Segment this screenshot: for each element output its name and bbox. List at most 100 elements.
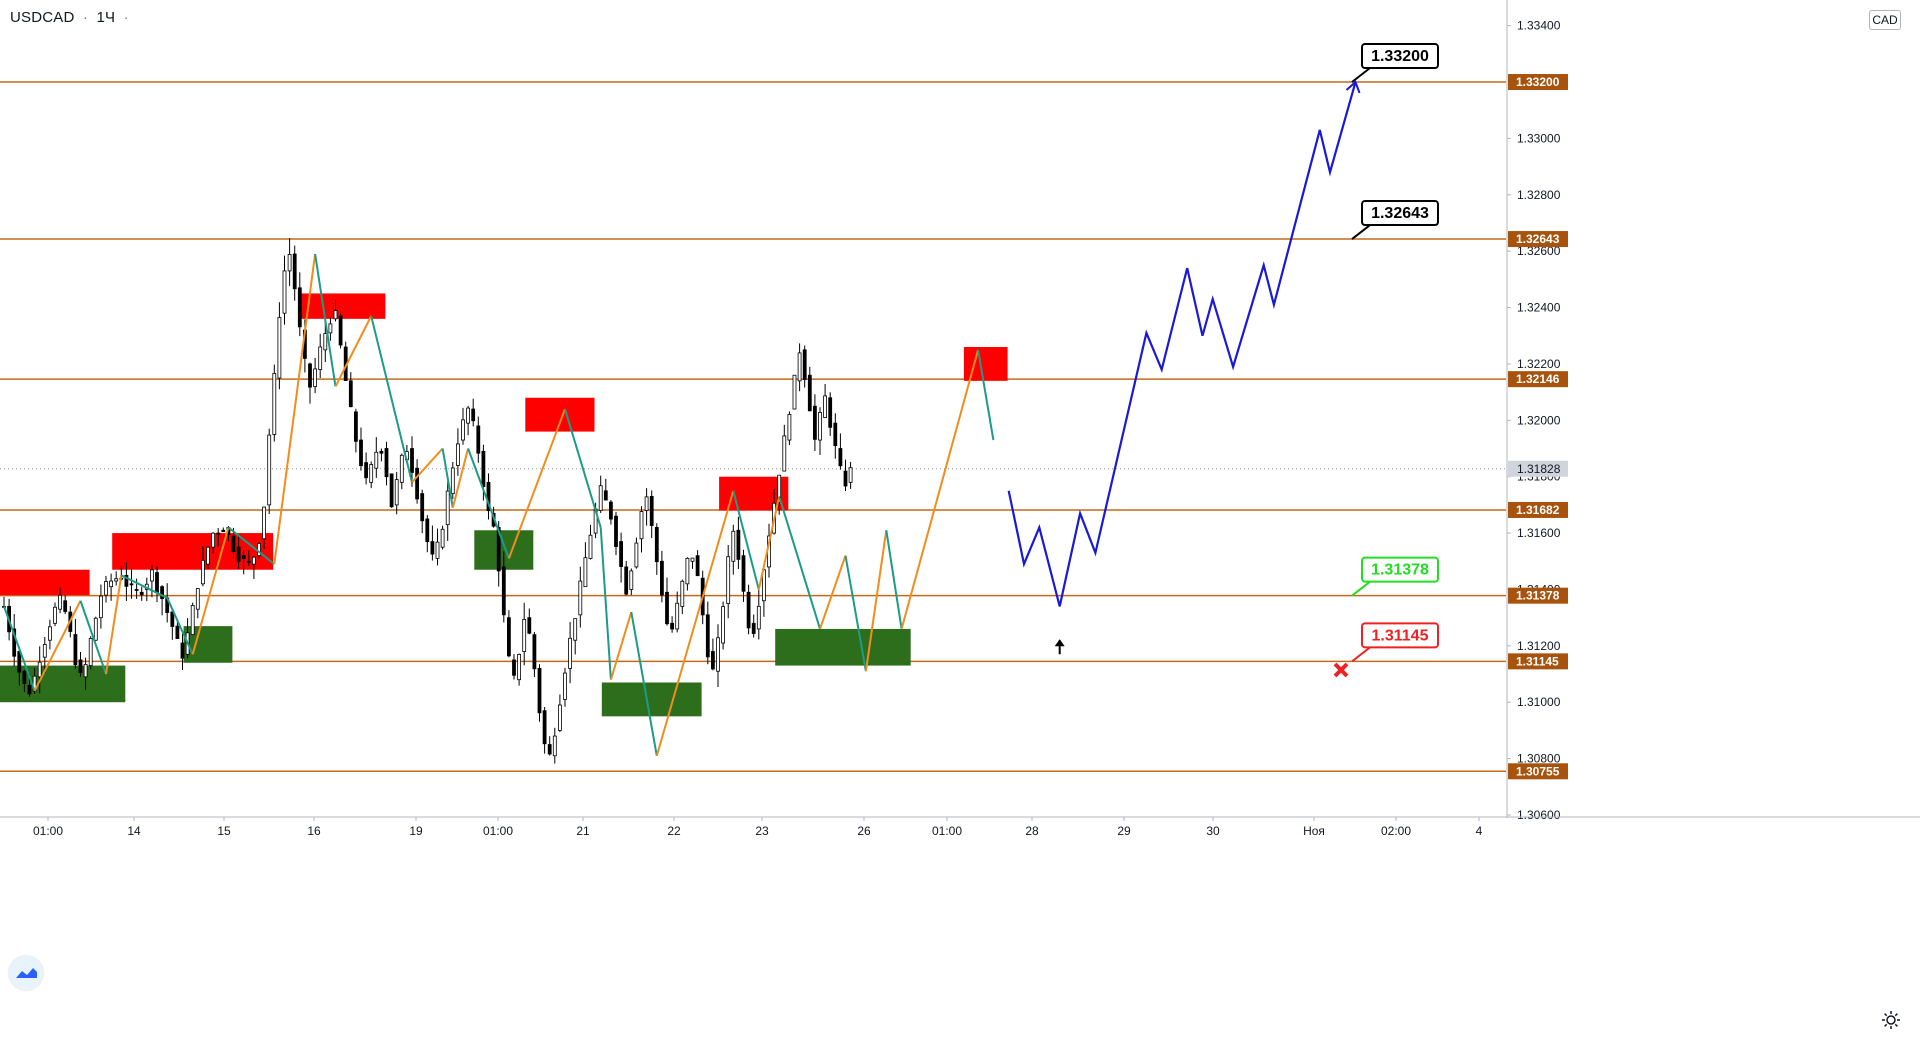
- supply-demand-zones: [0, 293, 1008, 717]
- candle: [93, 616, 98, 642]
- callout-pointer: [1351, 224, 1371, 240]
- candle-body: [272, 373, 277, 435]
- level-badge: 1.33200: [1508, 74, 1568, 91]
- candle: [262, 506, 267, 549]
- x-stroke-2: [1333, 662, 1349, 678]
- candle-body: [53, 606, 57, 624]
- level-badge: 1.30755: [1508, 763, 1568, 780]
- zigzag-indicator: [3, 253, 995, 757]
- candle-body: [277, 317, 282, 379]
- candle-body: [695, 555, 700, 577]
- candle: [517, 653, 521, 686]
- candle-body: [251, 556, 256, 565]
- time-axis[interactable]: 01:00 14 15 16 19 01:00 21 22 23 26 01:00 28 29 30 Ноя…: [0, 816, 1920, 838]
- forecast-line: [1007, 81, 1357, 607]
- candle-body: [838, 448, 843, 467]
- candle-body: [328, 323, 333, 334]
- tradingview-logo-icon[interactable]: [9, 956, 43, 990]
- candle-body: [675, 602, 680, 630]
- candle: [109, 573, 113, 601]
- candle-body: [527, 617, 532, 634]
- price-axis[interactable]: 1.33400 1.33000 1.32800 1.32600 1.32400 1.322…: [1506, 0, 1577, 1042]
- candle-body: [603, 490, 608, 501]
- candle: [129, 568, 134, 599]
- candle: [246, 550, 251, 567]
- price-tick-label: 1.31000: [1517, 695, 1561, 709]
- candle-body: [471, 408, 476, 422]
- callout-label: 1.31145: [1372, 627, 1429, 644]
- candle-body: [246, 560, 251, 563]
- candle: [741, 549, 746, 602]
- price-tick-label: 1.33000: [1517, 131, 1561, 145]
- candle-body: [374, 451, 379, 469]
- candle-body: [114, 578, 119, 582]
- candle: [343, 341, 348, 381]
- candle-body: [450, 467, 455, 495]
- candle: [236, 534, 241, 569]
- level-badge-bg: [1508, 371, 1568, 388]
- level-badge-bg: [1508, 653, 1568, 670]
- callout-pointer: [1351, 646, 1371, 663]
- candle: [435, 528, 440, 566]
- candle: [211, 532, 216, 554]
- candle: [78, 651, 83, 677]
- candle-body: [476, 425, 481, 454]
- candle-body: [73, 634, 78, 666]
- candle-body: [200, 559, 205, 585]
- candle: [476, 416, 481, 463]
- zigzag-segment: [314, 253, 337, 387]
- candle-body: [578, 580, 583, 616]
- zigzag-segment: [451, 448, 470, 508]
- candle: [277, 302, 282, 390]
- candle-body: [58, 594, 62, 610]
- candle-body: [83, 664, 88, 678]
- candle-body: [348, 380, 353, 408]
- supply-zone: [112, 533, 274, 570]
- symbol-name[interactable]: USDCAD: [10, 9, 75, 26]
- symbol-header[interactable]: USDCAD · 1Ч ·: [10, 9, 133, 26]
- candle: [139, 586, 144, 601]
- candle: [88, 636, 93, 670]
- candle-body: [389, 473, 394, 508]
- candle-body: [833, 422, 838, 446]
- candle-body: [619, 541, 623, 567]
- candle-body: [670, 622, 674, 630]
- candle: [777, 474, 782, 515]
- candle-body: [149, 569, 154, 582]
- zigzag-segment: [441, 448, 454, 508]
- candle: [532, 631, 537, 677]
- candle: [114, 571, 119, 586]
- candle: [501, 551, 506, 623]
- price-tick-label: 1.32800: [1517, 188, 1561, 202]
- candle-body: [573, 618, 578, 641]
- candle: [420, 489, 425, 534]
- price-callout: 1.31145: [1351, 622, 1439, 663]
- demand-zone: [775, 628, 911, 666]
- level-badge-label: 1.32643: [1516, 232, 1560, 246]
- level-lines: [0, 81, 1506, 773]
- price-tick-label: 1.32600: [1517, 244, 1561, 258]
- candle-body: [338, 315, 343, 346]
- candle: [313, 357, 318, 394]
- candle-body: [435, 541, 440, 559]
- candle: [568, 622, 572, 684]
- candle: [359, 427, 363, 471]
- gear-icon[interactable]: [1881, 1010, 1901, 1030]
- candle: [654, 523, 659, 575]
- zigzag-segment: [411, 447, 444, 484]
- currency-label[interactable]: CAD: [1869, 10, 1901, 30]
- zigzag-segment: [977, 349, 995, 441]
- candle-body: [399, 454, 404, 483]
- interval-label[interactable]: 1Ч: [96, 9, 116, 26]
- zigzag-segment: [227, 526, 275, 565]
- candle: [160, 585, 165, 616]
- candle: [512, 654, 516, 680]
- candle-body: [517, 653, 521, 681]
- candle: [848, 461, 853, 489]
- candle-body: [634, 542, 639, 568]
- candle: [190, 602, 195, 636]
- candle: [195, 588, 200, 619]
- candle: [445, 481, 450, 541]
- candle-body: [155, 572, 159, 593]
